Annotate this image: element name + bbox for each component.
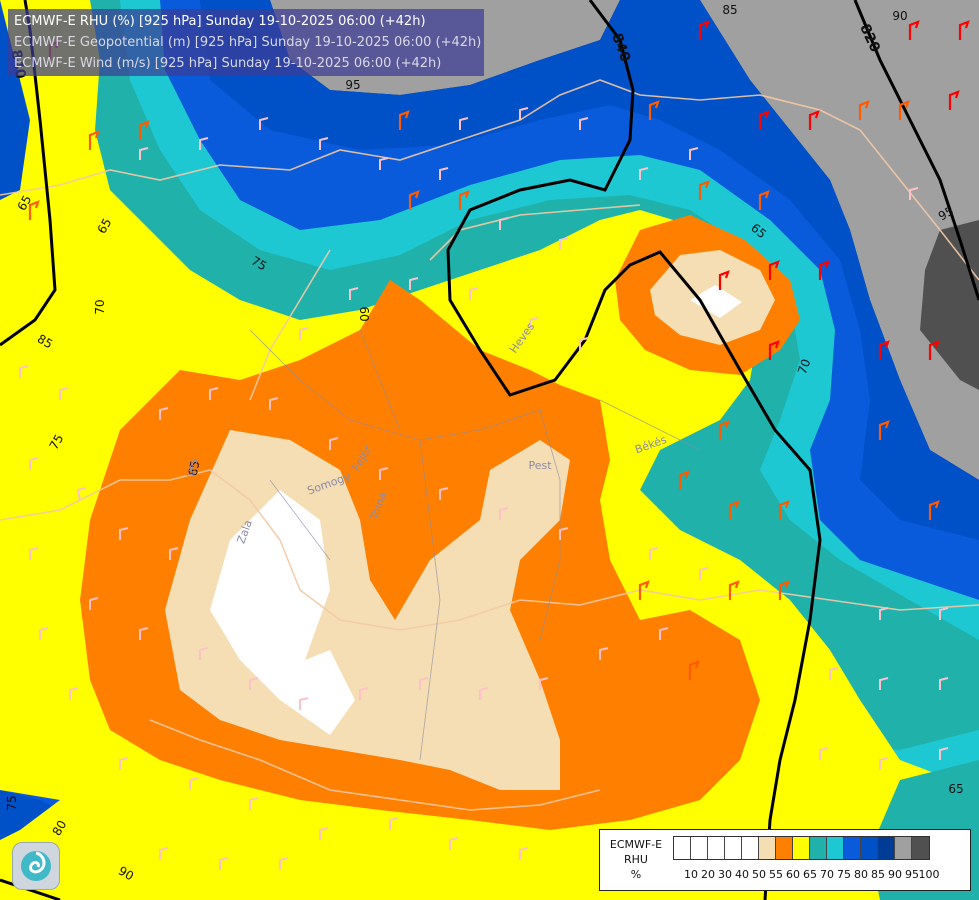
legend-title: ECMWF-E RHU %: [604, 837, 668, 882]
legend-swatch: [776, 837, 793, 859]
contour-label: 90: [892, 9, 907, 23]
legend-tick: 70: [820, 868, 834, 881]
legend-unit: %: [630, 868, 642, 881]
legend-swatch: [912, 837, 929, 859]
legend-tick: 30: [718, 868, 732, 881]
legend-tick: 55: [769, 868, 783, 881]
legend-swatch: [725, 837, 742, 859]
geopotential-line-840-bottom: [0, 878, 61, 900]
legend-color-bar: [673, 836, 930, 860]
legend-swatch: [861, 837, 878, 859]
legend-tick: 100: [918, 868, 940, 881]
contour-label: 65: [948, 782, 963, 796]
legend-tick: 50: [752, 868, 766, 881]
contour-label: 65: [186, 460, 202, 477]
contour-label: 60: [357, 306, 371, 321]
contour-label: 95: [345, 78, 360, 92]
legend-tick-labels: 10 20 30 40 50 55 60 65 70 75 80 85 90 95 100: [673, 868, 970, 882]
contour-labels: 85 95 90 65 65 75 70 60 85 75 65 95 65 7…: [5, 3, 964, 883]
legend-swatch: [810, 837, 827, 859]
geopotential-line-820: [853, 0, 979, 301]
place-label: Pest: [528, 459, 552, 472]
contour-label: 65: [15, 193, 35, 213]
legend-swatch: [793, 837, 810, 859]
legend-swatch: [759, 837, 776, 859]
legend-swatch: [844, 837, 861, 859]
legend-swatch: [691, 837, 708, 859]
contour-label: 90: [116, 864, 136, 884]
rhu-band-50-northeast: [690, 285, 742, 318]
wind-barbs-red: [698, 20, 970, 360]
legend-variable: RHU: [624, 853, 648, 866]
place-label: Vas: [184, 457, 200, 478]
legend-tick: 65: [803, 868, 817, 881]
title-wind: ECMWF-E Wind (m/s) [925 hPa] Sunday 19-1…: [14, 56, 442, 71]
legend-swatch: [895, 837, 912, 859]
rhu-band-100-right: [920, 220, 979, 390]
legend-tick: 10: [684, 868, 698, 881]
contour-label: 95: [936, 204, 956, 224]
legend-tick: 20: [701, 868, 715, 881]
contour-label: 75: [47, 432, 67, 452]
contour-label: 85: [35, 332, 55, 352]
legend-tick: 40: [735, 868, 749, 881]
border-lines: [0, 79, 979, 811]
legend-swatch: [708, 837, 725, 859]
map-title-box: ECMWF-E RHU (%) [925 hPa] Sunday 19-10-2…: [8, 9, 484, 76]
swirl-logo-icon: [21, 851, 51, 881]
legend-swatch: [742, 837, 759, 859]
legend-swatch: [827, 837, 844, 859]
legend-tick: 90: [888, 868, 902, 881]
rhu-band-50-main: [210, 490, 355, 735]
title-rhu: ECMWF-E RHU (%) [925 hPa] Sunday 19-10-2…: [14, 14, 426, 29]
contour-label: 70: [795, 357, 813, 376]
legend-model: ECMWF-E: [609, 838, 663, 851]
legend-tick: 75: [837, 868, 851, 881]
legend-tick: 85: [871, 868, 885, 881]
contour-label: 75: [5, 795, 19, 810]
ecmwf-logo: [12, 842, 60, 890]
legend-tick: 60: [786, 868, 800, 881]
geopotential-line-840-center: [446, 0, 822, 900]
title-geopotential: ECMWF-E Geopotential (m) [925 hPa] Sunda…: [14, 35, 482, 50]
contour-label: 70: [93, 299, 107, 314]
legend-swatch: [674, 837, 691, 859]
legend-tick: 95: [905, 868, 919, 881]
contour-label: 80: [50, 818, 70, 838]
wind-barbs: [19, 107, 949, 870]
legend-tick: 80: [854, 868, 868, 881]
contour-label: 65: [95, 216, 115, 236]
color-legend: ECMWF-E RHU % 10 20 30 40 50 55 60 65 70 75 80 85 90…: [599, 829, 971, 891]
contour-label: 85: [722, 3, 737, 17]
contour-label: 75: [249, 254, 269, 274]
county-lines: [249, 329, 701, 761]
legend-swatch: [878, 837, 895, 859]
